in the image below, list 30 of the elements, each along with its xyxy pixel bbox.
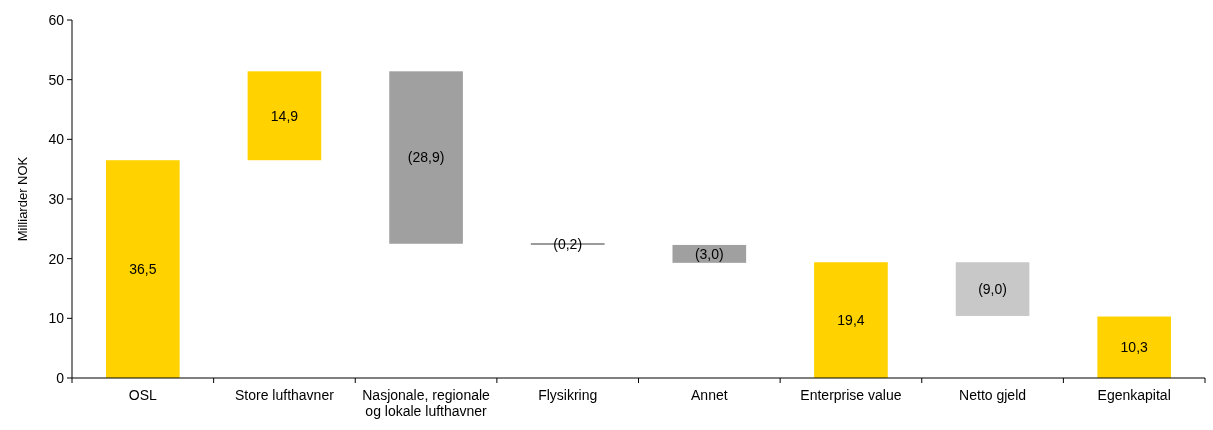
bar [1097, 316, 1171, 378]
y-tick-label: 10 [48, 310, 65, 327]
x-tick-label: Netto gjeld [959, 387, 1027, 403]
y-tick-label: 0 [56, 369, 65, 386]
y-tick-label: 20 [48, 250, 65, 267]
x-tick-label: Flysikring [538, 387, 598, 403]
bar [955, 262, 1030, 316]
x-tick-label: Nasjonale, regionale og lokale lufthavner [362, 387, 491, 419]
y-tick-label: 50 [48, 71, 65, 88]
data-label: (9,0) [978, 281, 1007, 297]
data-label: 14,9 [270, 107, 299, 124]
y-tick-label: 40 [48, 131, 65, 148]
data-label: 10,3 [1120, 339, 1149, 356]
y-axis-title: Milliarder NOK [15, 156, 30, 242]
x-tick-label: Annet [691, 387, 728, 403]
x-tick-label: OSL [128, 387, 158, 403]
data-label: (28,9) [407, 149, 445, 166]
bar [389, 71, 463, 244]
data-label: 36,5 [129, 261, 157, 278]
data-label: 19,4 [837, 312, 865, 329]
bar [814, 262, 888, 378]
x-tick-label: Enterprise value [800, 387, 902, 403]
x-tick-label: Store lufthavner [235, 387, 335, 403]
bar [247, 71, 322, 161]
y-tick-label: 60 [48, 11, 65, 28]
y-tick-label: 30 [48, 190, 65, 207]
data-label: (3,0) [694, 245, 724, 262]
data-label: (0,2) [553, 236, 583, 253]
x-tick-label: Egenkapital [1097, 387, 1171, 403]
bar [105, 160, 180, 378]
